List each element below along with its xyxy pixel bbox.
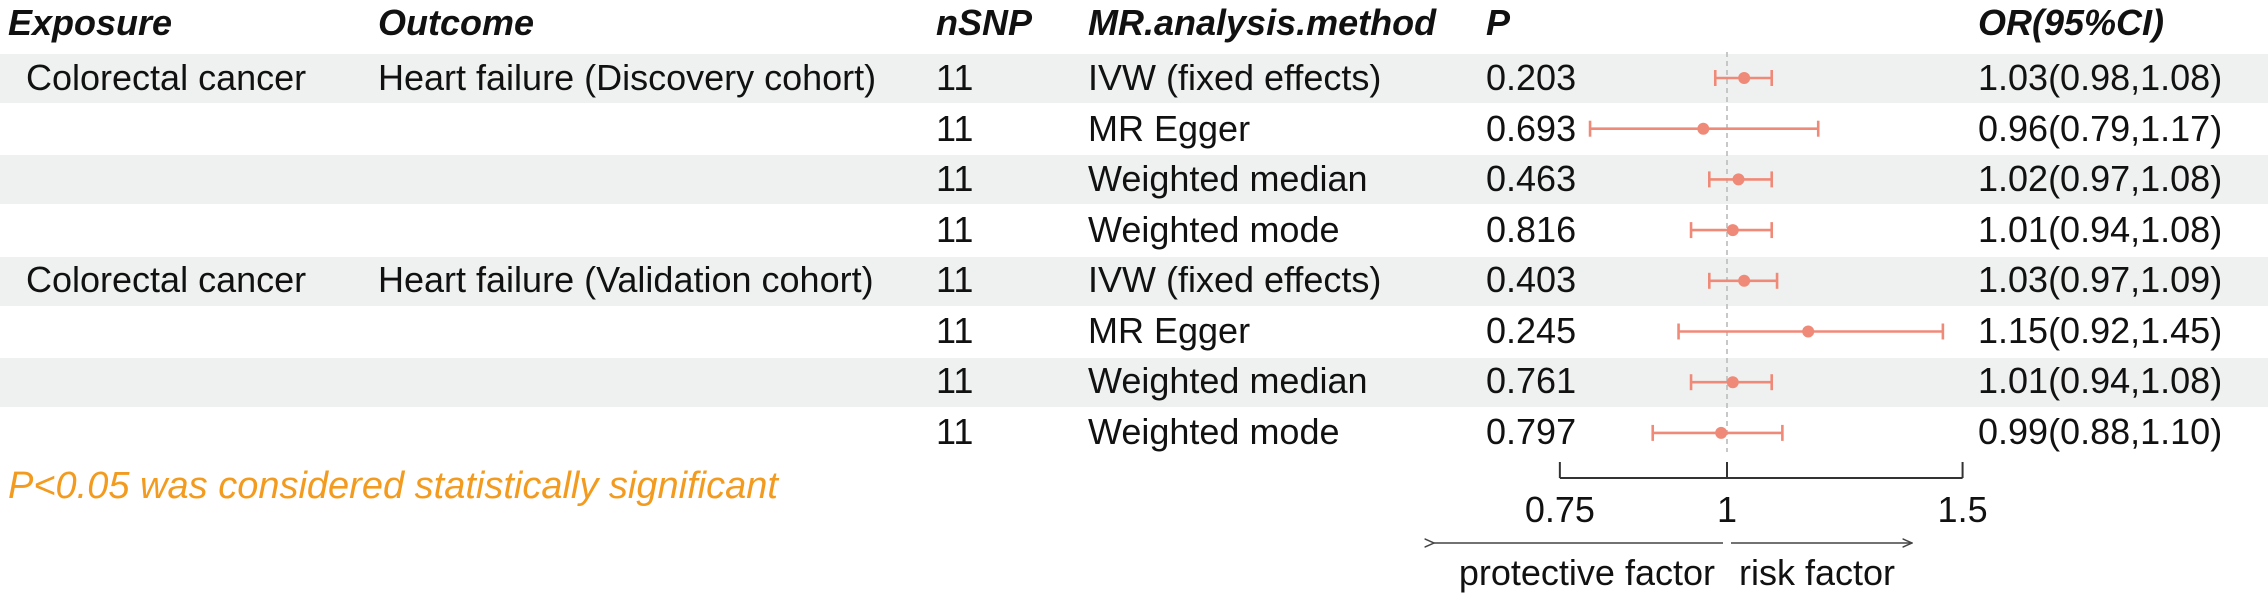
p-value-cell: 0.693 (1486, 108, 1577, 149)
nsnp-cell: 11 (936, 411, 974, 452)
x-tick-label: 1 (1717, 489, 1737, 530)
p-value-cell: 0.245 (1486, 310, 1577, 351)
nsnp-cell: 11 (936, 158, 974, 199)
or-point (1738, 72, 1751, 84)
header-method: MR.analysis.method (1088, 2, 1437, 43)
header-outcome: Outcome (378, 2, 535, 43)
p-value-cell: 0.761 (1486, 360, 1577, 401)
method-cell: Weighted mode (1088, 209, 1340, 250)
or-ci-cell: 0.96(0.79,1.17) (1978, 108, 2223, 149)
method-cell: Weighted median (1088, 158, 1368, 199)
row-band (0, 257, 2268, 306)
exposure-cell: Colorectal cancer (26, 259, 307, 300)
nsnp-cell: 11 (936, 360, 974, 401)
or-ci-cell: 1.15(0.92,1.45) (1978, 310, 2223, 351)
or-point (1726, 376, 1739, 389)
risk-factor-label: risk factor (1739, 552, 1895, 593)
protective-factor-label: protective factor (1459, 552, 1715, 593)
exposure-cell: Colorectal cancer (26, 57, 307, 98)
nsnp-cell: 11 (936, 310, 974, 351)
or-ci-cell: 1.01(0.94,1.08) (1978, 360, 2223, 401)
or-point (1726, 224, 1739, 237)
p-value-cell: 0.463 (1486, 158, 1577, 199)
or-ci-cell: 1.03(0.98,1.08) (1978, 57, 2223, 98)
header-nsnp: nSNP (936, 2, 1033, 43)
method-cell: Weighted mode (1088, 411, 1340, 452)
header-p: P (1486, 2, 1511, 43)
p-value-cell: 0.797 (1486, 411, 1577, 452)
method-cell: MR Egger (1088, 108, 1251, 149)
row-band (0, 358, 2268, 407)
method-cell: Weighted median (1088, 360, 1368, 401)
header-exposure: Exposure (8, 2, 173, 43)
outcome-cell: Heart failure (Validation cohort) (378, 259, 874, 300)
or-point (1732, 173, 1745, 186)
or-point (1715, 426, 1728, 439)
significance-note: P<0.05 was considered statistically sign… (8, 465, 778, 507)
header-or: OR(95%CI) (1978, 2, 2165, 43)
row-band (0, 54, 2268, 103)
or-ci-cell: 0.99(0.88,1.10) (1978, 411, 2223, 452)
method-cell: IVW (fixed effects) (1088, 57, 1382, 98)
or-point (1802, 325, 1815, 338)
row-band (0, 155, 2268, 204)
method-cell: MR Egger (1088, 310, 1251, 351)
x-tick-label: 1.5 (1938, 489, 1988, 530)
nsnp-cell: 11 (936, 259, 974, 300)
or-point (1738, 274, 1751, 287)
p-value-cell: 0.403 (1486, 259, 1577, 300)
nsnp-cell: 11 (936, 209, 974, 250)
p-value-cell: 0.816 (1486, 209, 1577, 250)
or-ci-cell: 1.03(0.97,1.09) (1978, 259, 2223, 300)
method-cell: IVW (fixed effects) (1088, 259, 1382, 300)
or-point (1697, 122, 1710, 135)
nsnp-cell: 11 (936, 108, 974, 149)
outcome-cell: Heart failure (Discovery cohort) (378, 57, 877, 98)
nsnp-cell: 11 (936, 57, 974, 98)
or-ci-cell: 1.01(0.94,1.08) (1978, 209, 2223, 250)
x-tick-label: 0.75 (1525, 489, 1595, 530)
or-ci-cell: 1.02(0.97,1.08) (1978, 158, 2223, 199)
p-value-cell: 0.203 (1486, 57, 1577, 98)
